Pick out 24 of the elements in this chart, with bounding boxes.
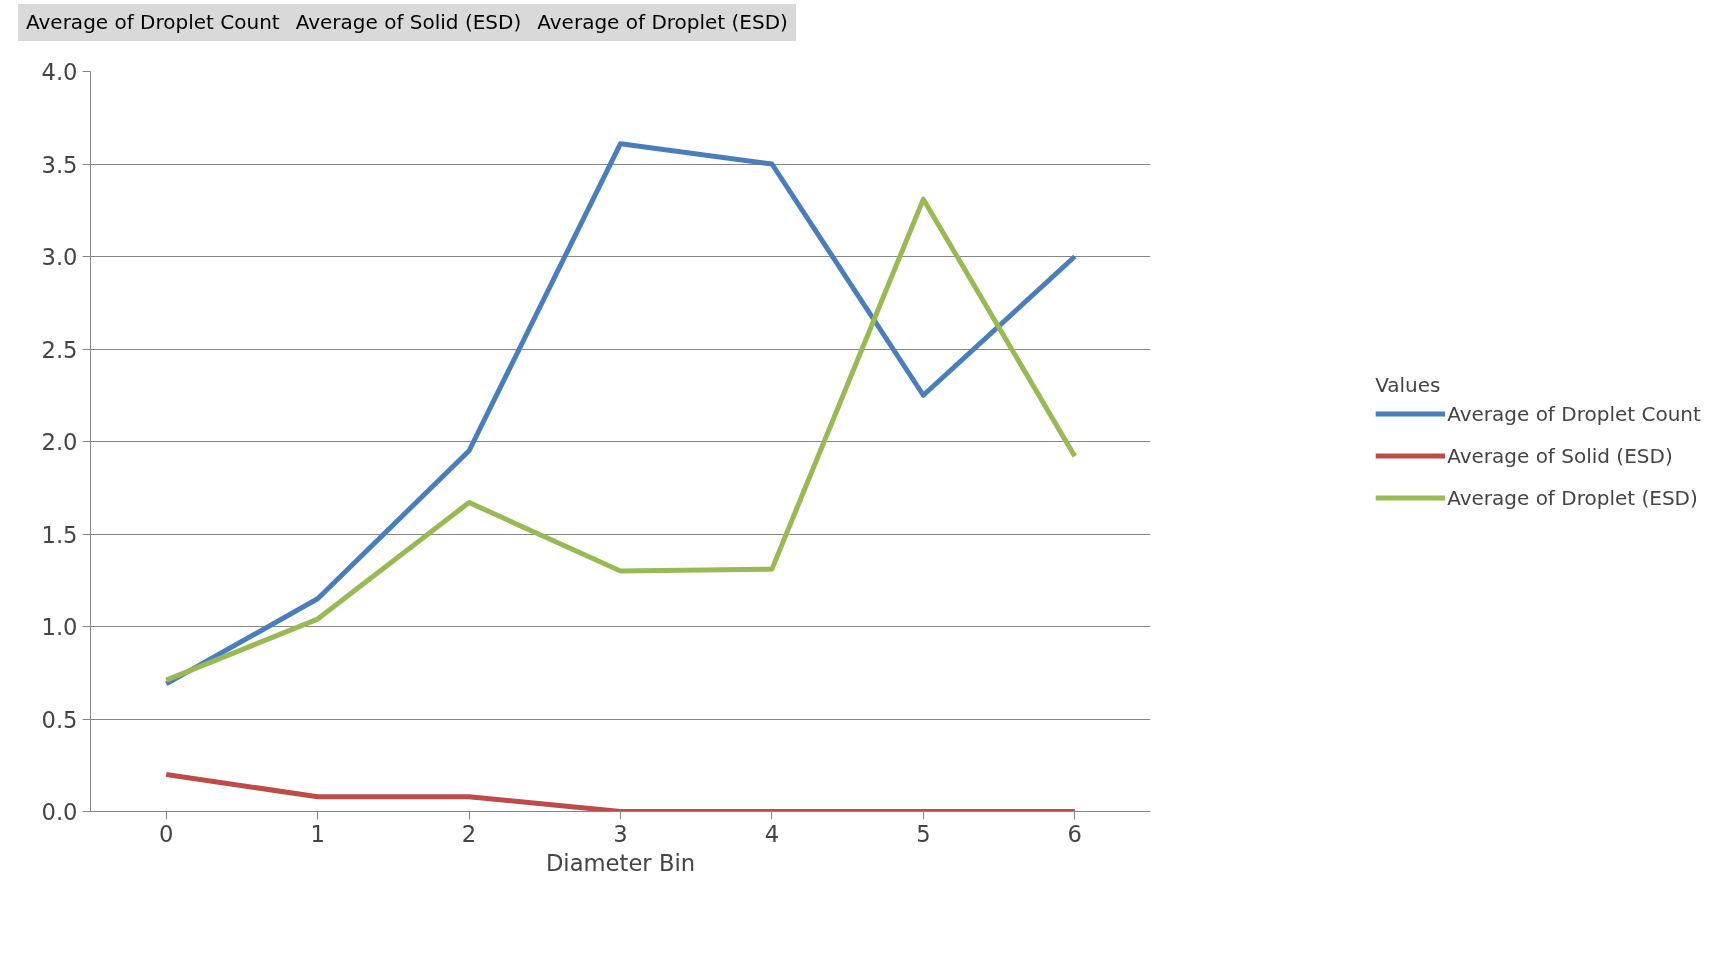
- x-axis-title: Diameter Bin: [545, 849, 696, 876]
- x-tick-label: 1: [310, 820, 325, 847]
- x-tick-label: 0: [159, 820, 174, 847]
- text: Average of Droplet (ESD): [537, 9, 788, 36]
- y-tick-label: 4.0: [41, 58, 78, 85]
- y-tick-label: 3.5: [41, 151, 78, 178]
- text: Average of Solid (ESD): [295, 9, 522, 36]
- x-tick-label: 4: [764, 820, 780, 847]
- legend-label: Average of Droplet Count: [1447, 401, 1701, 426]
- legend-title: Values: [1375, 372, 1442, 397]
- legend-label: Average of Droplet (ESD): [1447, 485, 1698, 510]
- x-tick-label: 5: [916, 820, 931, 847]
- y-tick-label: 2.0: [41, 428, 78, 455]
- y-tick-label: 0.5: [41, 706, 78, 733]
- x-tick-label: 2: [461, 820, 477, 847]
- x-tick-label: 6: [1067, 820, 1082, 847]
- x-tick-label: 3: [613, 820, 628, 847]
- y-tick-label: 2.5: [41, 336, 78, 363]
- legend-label: Average of Solid (ESD): [1447, 443, 1673, 468]
- y-tick-label: 1.5: [41, 521, 78, 548]
- y-tick-label: 0.0: [41, 798, 78, 825]
- y-tick-label: 3.0: [41, 243, 78, 270]
- y-tick-label: 1.0: [41, 613, 78, 640]
- text: Average of Droplet Count: [26, 9, 280, 36]
